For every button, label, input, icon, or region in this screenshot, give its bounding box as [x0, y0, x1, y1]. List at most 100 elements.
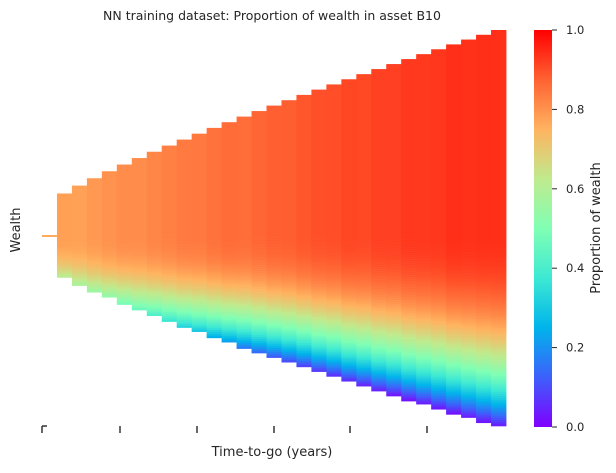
heatmap-cell: [386, 386, 402, 389]
heatmap-cell: [491, 386, 507, 389]
heatmap-cell: [386, 74, 402, 77]
colorbar-tick-label: 0.6: [566, 182, 584, 196]
heatmap-cell: [131, 196, 148, 199]
heatmap-cell: [326, 162, 342, 165]
heatmap-cell: [461, 95, 477, 98]
heatmap-cell: [296, 116, 312, 120]
heatmap-cell: [176, 267, 193, 270]
heatmap-cell: [236, 200, 252, 203]
heatmap-cell: [341, 99, 357, 102]
heatmap-cell: [296, 286, 312, 290]
heatmap-cell: [71, 281, 88, 284]
heatmap-cell: [446, 250, 462, 253]
heatmap-cell: [476, 300, 492, 304]
heatmap-cell: [401, 137, 417, 140]
heatmap-cell: [176, 265, 193, 268]
heatmap-cell: [326, 272, 342, 275]
heatmap-cell: [401, 201, 417, 204]
heatmap-cell: [86, 206, 103, 209]
heatmap-cell: [56, 217, 73, 220]
heatmap-cell: [326, 316, 342, 319]
heatmap-cell: [176, 151, 193, 154]
heatmap-cell: [131, 164, 148, 167]
heatmap-cell: [416, 268, 432, 271]
heatmap-cell: [116, 260, 133, 263]
heatmap-cell: [251, 247, 267, 250]
heatmap-cell: [131, 296, 148, 299]
heatmap-cell: [341, 227, 357, 230]
heatmap-cell: [416, 282, 432, 285]
heatmap-cell: [371, 177, 387, 180]
heatmap-cell: [116, 264, 133, 267]
heatmap-cell: [416, 180, 432, 183]
heatmap-cell: [476, 154, 492, 158]
heatmap-cell: [401, 107, 417, 110]
heatmap-cell: [371, 83, 387, 86]
heatmap-cell: [446, 224, 462, 227]
heatmap-cell: [236, 192, 252, 195]
heatmap-cell: [491, 232, 507, 235]
heatmap-cell: [401, 341, 417, 344]
heatmap-cell: [86, 254, 103, 257]
heatmap-cell: [161, 169, 178, 172]
heatmap-cell: [266, 313, 282, 316]
heatmap-cell: [236, 214, 252, 217]
heatmap-cell: [446, 164, 462, 167]
heatmap-cell: [386, 374, 402, 377]
heatmap-cell: [461, 45, 477, 48]
heatmap-cell: [116, 172, 133, 175]
heatmap-cell: [386, 232, 402, 235]
heatmap-cell: [326, 222, 342, 225]
heatmap-cell: [251, 287, 267, 290]
heatmap-cell: [491, 384, 507, 387]
heatmap-cell: [491, 300, 507, 303]
heatmap-cell: [461, 281, 477, 284]
heatmap-cell: [296, 126, 312, 130]
heatmap-cell: [176, 173, 193, 176]
heatmap-cell: [461, 169, 477, 172]
heatmap-cell: [491, 288, 507, 291]
heatmap-cell: [371, 357, 387, 360]
heatmap-cell: [206, 171, 223, 175]
heatmap-cell: [236, 302, 252, 305]
heatmap-cell: [131, 282, 148, 285]
heatmap-cell: [416, 348, 432, 351]
heatmap-cell: [371, 119, 387, 122]
heatmap-cell: [431, 243, 447, 246]
heatmap-cell: [356, 352, 372, 355]
heatmap-cell: [371, 153, 387, 156]
heatmap-cell: [161, 287, 178, 290]
heatmap-cell: [446, 322, 462, 325]
heatmap-cell: [416, 368, 432, 371]
heatmap-cell: [266, 161, 282, 164]
heatmap-cell: [71, 211, 88, 214]
heatmap-cell: [311, 227, 327, 230]
heatmap-cell: [266, 277, 282, 280]
heatmap-cell: [416, 74, 432, 77]
heatmap-cell: [221, 312, 237, 315]
heatmap-cell: [431, 387, 447, 390]
heatmap-cell: [401, 329, 417, 332]
heatmap-cell: [431, 259, 447, 262]
heatmap-cell: [371, 275, 387, 278]
heatmap-cell: [266, 143, 282, 146]
heatmap-cell: [401, 231, 417, 234]
heatmap-cell: [131, 270, 148, 273]
heatmap-cell: [416, 356, 432, 359]
heatmap-cell: [131, 230, 148, 233]
heatmap-cell: [401, 267, 417, 270]
heatmap-cell: [401, 123, 417, 126]
heatmap-cell: [206, 285, 223, 289]
heatmap-cell: [176, 193, 193, 196]
heatmap-cell: [206, 309, 223, 313]
heatmap-cell: [461, 163, 477, 166]
heatmap-cell: [281, 330, 297, 333]
heatmap-cell: [341, 247, 357, 250]
heatmap-cell: [311, 267, 327, 270]
heatmap-cell: [461, 135, 477, 138]
heatmap-cell: [401, 371, 417, 374]
heatmap-cell: [431, 163, 447, 166]
heatmap-cell: [71, 215, 88, 218]
heatmap-cell: [461, 361, 477, 364]
